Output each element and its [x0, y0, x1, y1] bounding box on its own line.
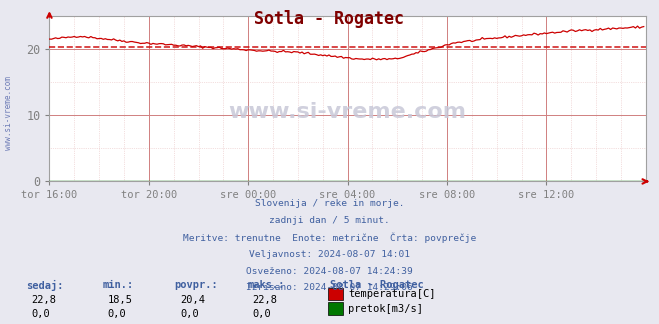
- Text: temperatura[C]: temperatura[C]: [348, 289, 436, 299]
- Text: maks.:: maks.:: [247, 280, 285, 290]
- Text: 0,0: 0,0: [107, 309, 126, 319]
- Text: sedaj:: sedaj:: [26, 280, 64, 291]
- Text: Sotla - Rogatec: Sotla - Rogatec: [254, 10, 405, 28]
- Text: pretok[m3/s]: pretok[m3/s]: [348, 304, 423, 314]
- Text: Veljavnost: 2024-08-07 14:01: Veljavnost: 2024-08-07 14:01: [249, 250, 410, 259]
- Text: povpr.:: povpr.:: [175, 280, 218, 290]
- Text: min.:: min.:: [102, 280, 133, 290]
- Text: 18,5: 18,5: [107, 295, 132, 305]
- Text: 0,0: 0,0: [32, 309, 50, 319]
- Text: Meritve: trenutne  Enote: metrične  Črta: povprečje: Meritve: trenutne Enote: metrične Črta: …: [183, 233, 476, 243]
- Text: Sotla - Rogatec: Sotla - Rogatec: [330, 280, 423, 290]
- Text: www.si-vreme.com: www.si-vreme.com: [229, 102, 467, 122]
- Text: zadnji dan / 5 minut.: zadnji dan / 5 minut.: [269, 216, 390, 225]
- Text: Osveženo: 2024-08-07 14:24:39: Osveženo: 2024-08-07 14:24:39: [246, 267, 413, 276]
- Text: Izrisano: 2024-08-07 14:29:06: Izrisano: 2024-08-07 14:29:06: [246, 284, 413, 293]
- Text: 0,0: 0,0: [180, 309, 198, 319]
- Text: 22,8: 22,8: [252, 295, 277, 305]
- Text: 22,8: 22,8: [32, 295, 57, 305]
- Text: Slovenija / reke in morje.: Slovenija / reke in morje.: [255, 199, 404, 208]
- Text: www.si-vreme.com: www.si-vreme.com: [4, 76, 13, 150]
- Text: 20,4: 20,4: [180, 295, 205, 305]
- Text: 0,0: 0,0: [252, 309, 271, 319]
